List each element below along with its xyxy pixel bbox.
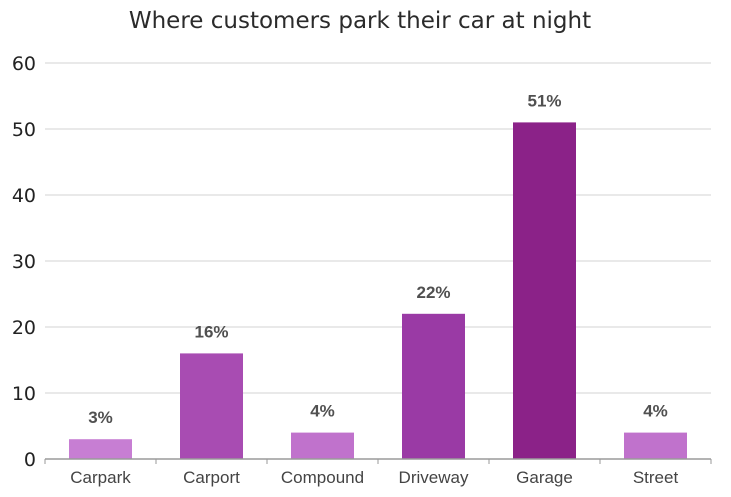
x-tick-label: Driveway [399, 468, 469, 487]
data-labels: 3% 16% 4% 22% 51% 4% [88, 91, 668, 427]
data-label: 3% [88, 408, 113, 427]
y-tick-label: 30 [12, 251, 36, 273]
x-tick-label: Carport [183, 468, 240, 487]
y-tick-label: 0 [24, 449, 36, 471]
bar-garage [513, 122, 576, 460]
y-tick-label: 50 [12, 119, 36, 141]
data-label: 4% [643, 402, 668, 421]
grid-lines [45, 62, 711, 394]
bar-compound [291, 432, 354, 459]
data-label: 16% [194, 322, 228, 341]
bar-driveway [402, 313, 465, 459]
data-label: 51% [527, 91, 561, 110]
y-tick-label: 20 [12, 317, 36, 339]
x-tick-label: Carpark [70, 468, 131, 487]
y-tick-label: 10 [12, 383, 36, 405]
bar-street [624, 432, 687, 459]
x-tick-label: Street [633, 468, 679, 487]
data-label: 22% [416, 283, 450, 302]
x-axis [44, 458, 712, 464]
bar-carport [180, 353, 243, 459]
bar-carpark [69, 439, 132, 459]
y-tick-label: 60 [12, 53, 36, 75]
bars [69, 122, 687, 460]
y-axis-ticks: 0 10 20 30 40 50 60 [12, 53, 36, 471]
x-axis-ticks: Carpark Carport Compound Driveway Garage Stre… [70, 468, 678, 487]
chart-title: Where customers park their car at night [129, 8, 591, 34]
x-tick-label: Garage [516, 468, 573, 487]
y-tick-label: 40 [12, 185, 36, 207]
data-label: 4% [310, 402, 335, 421]
x-tick-label: Compound [281, 468, 364, 487]
